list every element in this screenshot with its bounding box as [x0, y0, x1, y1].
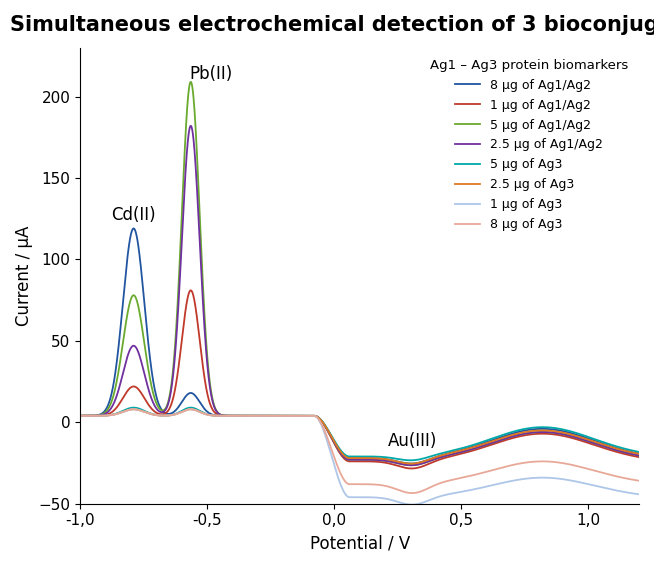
- Line: 2.5 μg of Ag1/Ag2: 2.5 μg of Ag1/Ag2: [80, 126, 639, 466]
- 8 μg of Ag3: [173, 411, 181, 417]
- 8 μg of Ag3: [625, 476, 632, 483]
- 1 μg of Ag3: [408, 501, 416, 508]
- 5 μg of Ag1/Ag2: [77, 412, 84, 419]
- 8 μg of Ag1/Ag2: [564, 429, 572, 435]
- 1 μg of Ag1/Ag2: [315, 415, 323, 422]
- 8 μg of Ag1/Ag2: [635, 450, 643, 457]
- 2.5 μg of Ag3: [315, 414, 323, 421]
- 1 μg of Ag3: [625, 489, 632, 496]
- 2.5 μg of Ag3: [564, 430, 572, 437]
- 2.5 μg of Ag1/Ag2: [315, 414, 323, 421]
- 8 μg of Ag3: [187, 406, 195, 413]
- 2.5 μg of Ag3: [291, 412, 299, 419]
- 1 μg of Ag1/Ag2: [77, 412, 84, 419]
- 1 μg of Ag1/Ag2: [140, 394, 148, 401]
- 2.5 μg of Ag1/Ag2: [564, 432, 572, 439]
- 5 μg of Ag3: [173, 410, 181, 417]
- 1 μg of Ag3: [77, 412, 84, 419]
- 5 μg of Ag1/Ag2: [625, 450, 632, 456]
- 1 μg of Ag1/Ag2: [407, 465, 415, 472]
- 1 μg of Ag3: [140, 408, 148, 415]
- 8 μg of Ag1/Ag2: [315, 414, 323, 421]
- 2.5 μg of Ag3: [635, 450, 643, 457]
- 2.5 μg of Ag1/Ag2: [291, 412, 299, 419]
- 5 μg of Ag3: [315, 414, 323, 421]
- 8 μg of Ag3: [564, 461, 572, 468]
- 1 μg of Ag3: [564, 477, 572, 484]
- Line: 5 μg of Ag1/Ag2: 5 μg of Ag1/Ag2: [80, 82, 639, 466]
- 5 μg of Ag1/Ag2: [564, 432, 572, 439]
- 1 μg of Ag1/Ag2: [291, 412, 299, 419]
- 2.5 μg of Ag1/Ag2: [173, 323, 181, 329]
- Text: Au(III): Au(III): [388, 432, 437, 450]
- 5 μg of Ag1/Ag2: [187, 78, 195, 85]
- 1 μg of Ag1/Ag2: [625, 451, 632, 458]
- 1 μg of Ag1/Ag2: [564, 434, 572, 441]
- 5 μg of Ag1/Ag2: [291, 412, 299, 419]
- 5 μg of Ag1/Ag2: [407, 462, 415, 469]
- 2.5 μg of Ag1/Ag2: [77, 412, 84, 419]
- 8 μg of Ag1/Ag2: [140, 298, 148, 304]
- 8 μg of Ag1/Ag2: [77, 412, 84, 419]
- 2.5 μg of Ag3: [77, 412, 84, 419]
- 5 μg of Ag1/Ag2: [140, 337, 148, 344]
- 2.5 μg of Ag1/Ag2: [407, 462, 415, 469]
- Text: Cd(II): Cd(II): [111, 206, 156, 223]
- 8 μg of Ag3: [408, 490, 416, 497]
- 5 μg of Ag3: [77, 412, 84, 419]
- 5 μg of Ag3: [635, 448, 643, 455]
- 8 μg of Ag1/Ag2: [291, 412, 299, 419]
- Line: 5 μg of Ag3: 5 μg of Ag3: [80, 408, 639, 460]
- 8 μg of Ag3: [77, 412, 84, 419]
- Line: 8 μg of Ag1/Ag2: 8 μg of Ag1/Ag2: [80, 229, 639, 464]
- 8 μg of Ag1/Ag2: [129, 225, 137, 232]
- 1 μg of Ag1/Ag2: [187, 287, 195, 294]
- 5 μg of Ag3: [564, 428, 572, 434]
- 2.5 μg of Ag1/Ag2: [187, 122, 195, 129]
- Line: 2.5 μg of Ag3: 2.5 μg of Ag3: [80, 409, 639, 464]
- Line: 1 μg of Ag1/Ag2: 1 μg of Ag1/Ag2: [80, 290, 639, 468]
- 2.5 μg of Ag3: [407, 460, 415, 467]
- Line: 8 μg of Ag3: 8 μg of Ag3: [80, 409, 639, 493]
- 2.5 μg of Ag3: [173, 411, 181, 417]
- 8 μg of Ag1/Ag2: [625, 448, 632, 455]
- 1 μg of Ag3: [291, 412, 299, 419]
- 8 μg of Ag3: [315, 416, 323, 423]
- Text: Pb(II): Pb(II): [190, 66, 233, 83]
- 1 μg of Ag3: [187, 406, 195, 413]
- 5 μg of Ag3: [407, 457, 415, 464]
- 5 μg of Ag1/Ag2: [635, 452, 643, 459]
- 8 μg of Ag1/Ag2: [173, 405, 181, 412]
- 8 μg of Ag3: [140, 408, 148, 415]
- 1 μg of Ag3: [315, 417, 323, 424]
- 2.5 μg of Ag3: [625, 448, 632, 455]
- 1 μg of Ag1/Ag2: [635, 454, 643, 460]
- 8 μg of Ag1/Ag2: [407, 460, 415, 467]
- Line: 1 μg of Ag3: 1 μg of Ag3: [80, 409, 639, 505]
- 8 μg of Ag3: [291, 412, 299, 419]
- 5 μg of Ag3: [625, 446, 632, 453]
- 2.5 μg of Ag1/Ag2: [635, 452, 643, 459]
- Legend: 8 μg of Ag1/Ag2, 1 μg of Ag1/Ag2, 5 μg of Ag1/Ag2, 2.5 μg of Ag1/Ag2, 5 μg of Ag: 8 μg of Ag1/Ag2, 1 μg of Ag1/Ag2, 5 μg o…: [424, 54, 633, 236]
- 1 μg of Ag1/Ag2: [173, 374, 181, 380]
- 5 μg of Ag3: [187, 404, 195, 411]
- 1 μg of Ag3: [635, 491, 643, 498]
- 5 μg of Ag1/Ag2: [315, 414, 323, 421]
- 5 μg of Ag1/Ag2: [173, 308, 181, 315]
- 8 μg of Ag3: [635, 477, 643, 484]
- X-axis label: Potential / V: Potential / V: [309, 534, 410, 552]
- Title: Simultaneous electrochemical detection of 3 bioconjugates: Simultaneous electrochemical detection o…: [10, 15, 654, 35]
- 5 μg of Ag3: [291, 412, 299, 419]
- 5 μg of Ag3: [140, 407, 148, 414]
- 2.5 μg of Ag3: [187, 406, 195, 413]
- 2.5 μg of Ag1/Ag2: [140, 369, 148, 375]
- 1 μg of Ag3: [173, 411, 181, 417]
- Y-axis label: Current / μA: Current / μA: [15, 226, 33, 326]
- 2.5 μg of Ag1/Ag2: [625, 450, 632, 456]
- 2.5 μg of Ag3: [140, 408, 148, 415]
